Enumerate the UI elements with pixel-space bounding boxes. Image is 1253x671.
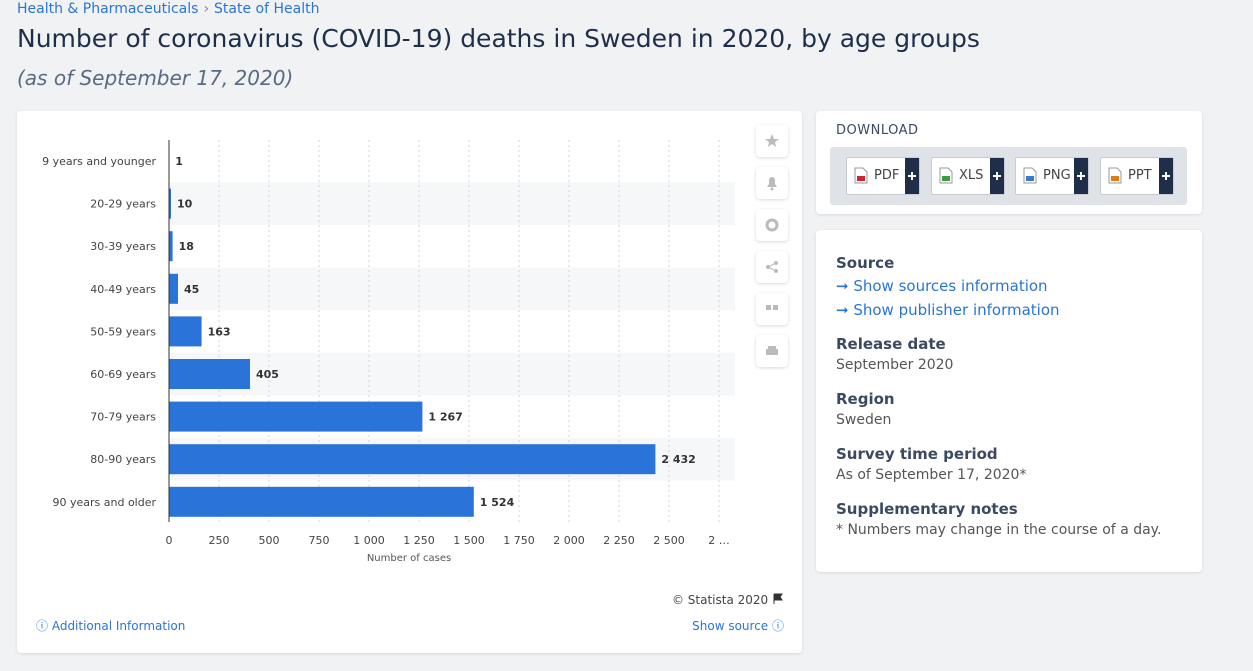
breadcrumb: Health & Pharmaceuticals › State of Health bbox=[17, 1, 320, 17]
info-card: Source ➞ Show sources information ➞ Show… bbox=[816, 230, 1202, 572]
source-link[interactable]: ➞ Show sources information bbox=[836, 277, 1048, 295]
y-tick-label: 9 years and younger bbox=[42, 155, 156, 168]
bar bbox=[169, 401, 423, 432]
download-card: DOWNLOAD PDF XLS PNG PPT bbox=[816, 111, 1202, 214]
x-tick-label: 2 000 bbox=[553, 534, 585, 547]
field-text: Sweden bbox=[836, 412, 892, 428]
download-button[interactable]: XLS bbox=[931, 157, 1005, 195]
alert-button[interactable] bbox=[756, 167, 788, 199]
y-tick-label: 50-59 years bbox=[90, 325, 156, 338]
x-tick-label: 2 250 bbox=[603, 534, 635, 547]
print-button[interactable] bbox=[756, 335, 788, 367]
source-heading: Source bbox=[836, 254, 895, 272]
value-label: 163 bbox=[208, 325, 231, 338]
bar bbox=[169, 273, 178, 304]
bar bbox=[169, 359, 250, 389]
field-text: As of September 17, 2020* bbox=[836, 467, 1027, 483]
show-source[interactable]: Show source ⓘ bbox=[692, 619, 784, 633]
value-label: 45 bbox=[184, 283, 199, 296]
field-heading: Supplementary notes bbox=[836, 500, 1018, 518]
additional-info-text[interactable]: Additional Information bbox=[51, 619, 186, 633]
x-tick-label: 2 … bbox=[708, 534, 730, 547]
x-tick-label: 750 bbox=[309, 534, 330, 547]
bar bbox=[169, 231, 173, 262]
field-heading: Region bbox=[836, 390, 895, 408]
share-button[interactable] bbox=[756, 251, 788, 283]
page-title: Number of coronavirus (COVID-19) deaths … bbox=[17, 24, 980, 53]
x-tick-label: 1 250 bbox=[403, 534, 435, 547]
download-button[interactable]: PPT bbox=[1100, 157, 1174, 195]
bar bbox=[169, 444, 656, 475]
additional-info[interactable]: ⓘ Additional Information bbox=[36, 619, 186, 633]
settings-button[interactable] bbox=[756, 209, 788, 241]
bar bbox=[169, 188, 171, 219]
x-tick-label: 250 bbox=[209, 534, 230, 547]
row-stripe bbox=[169, 352, 735, 396]
x-tick-label: 1 000 bbox=[353, 534, 385, 547]
copyright-text: © Statista 2020 bbox=[671, 593, 769, 607]
x-tick-label: 1 750 bbox=[503, 534, 535, 547]
chart: 0 250 500 750 1 000 1 250 1 500 1 750 2 000 2 250… bbox=[42, 140, 735, 564]
row-stripe bbox=[169, 182, 735, 225]
field-text: September 2020 bbox=[836, 357, 954, 373]
x-tick-label: 1 500 bbox=[453, 534, 485, 547]
value-label: 1 524 bbox=[480, 496, 515, 509]
y-tick-label: 80-90 years bbox=[90, 453, 156, 466]
cite-button[interactable] bbox=[756, 293, 788, 325]
x-axis-title: Number of cases bbox=[367, 553, 451, 564]
download-title: DOWNLOAD bbox=[836, 123, 919, 138]
y-tick-label: 20-29 years bbox=[90, 198, 156, 211]
download-button[interactable]: PNG bbox=[1015, 157, 1089, 195]
y-tick-label: 30-39 years bbox=[90, 240, 156, 253]
download-label[interactable]: PPT bbox=[1128, 168, 1152, 183]
source-link-text[interactable]: Show publisher information bbox=[853, 301, 1060, 319]
field-heading: Release date bbox=[836, 335, 946, 353]
chart-card: 0 250 500 750 1 000 1 250 1 500 1 750 2 000 2 250… bbox=[17, 111, 802, 653]
subtitle: (as of September 17, 2020) bbox=[17, 66, 294, 90]
field-text: * Numbers may change in the course of a … bbox=[836, 522, 1162, 538]
field-heading: Survey time period bbox=[836, 445, 998, 463]
favorite-button[interactable] bbox=[756, 125, 788, 157]
breadcrumb-link[interactable]: State of Health bbox=[214, 1, 320, 17]
value-label: 1 267 bbox=[428, 411, 462, 424]
value-label: 2 432 bbox=[661, 453, 695, 466]
download-label[interactable]: PNG bbox=[1043, 168, 1071, 183]
value-label: 405 bbox=[256, 368, 279, 381]
y-tick-label: 40-49 years bbox=[90, 283, 156, 296]
row-stripe bbox=[169, 267, 735, 311]
x-tick-label: 500 bbox=[259, 534, 280, 547]
source-link[interactable]: ➞ Show publisher information bbox=[836, 301, 1060, 319]
download-label[interactable]: PDF bbox=[874, 168, 900, 183]
value-label: 18 bbox=[179, 240, 194, 253]
download-buttons: PDF XLS PNG PPT bbox=[830, 147, 1187, 205]
x-tick-label: 0 bbox=[166, 534, 173, 547]
download-button[interactable]: PDF bbox=[846, 157, 920, 195]
copyright: © Statista 2020 bbox=[672, 593, 784, 607]
source-link-text[interactable]: Show sources information bbox=[853, 277, 1048, 295]
value-label: 1 bbox=[175, 155, 183, 168]
y-tick-label: 90 years and older bbox=[52, 496, 156, 509]
breadcrumb-link[interactable]: Health & Pharmaceuticals bbox=[17, 1, 199, 17]
bar bbox=[169, 316, 202, 347]
x-tick-label: 2 500 bbox=[653, 534, 685, 547]
y-tick-label: 70-79 years bbox=[90, 411, 156, 424]
bar bbox=[169, 486, 474, 517]
download-label[interactable]: XLS bbox=[959, 168, 984, 183]
y-tick-label: 60-69 years bbox=[90, 368, 156, 381]
value-label: 10 bbox=[177, 198, 193, 211]
show-source-text[interactable]: Show source bbox=[692, 619, 769, 633]
